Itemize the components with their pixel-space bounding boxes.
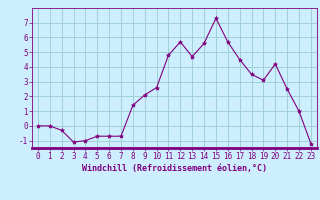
X-axis label: Windchill (Refroidissement éolien,°C): Windchill (Refroidissement éolien,°C) <box>82 164 267 173</box>
